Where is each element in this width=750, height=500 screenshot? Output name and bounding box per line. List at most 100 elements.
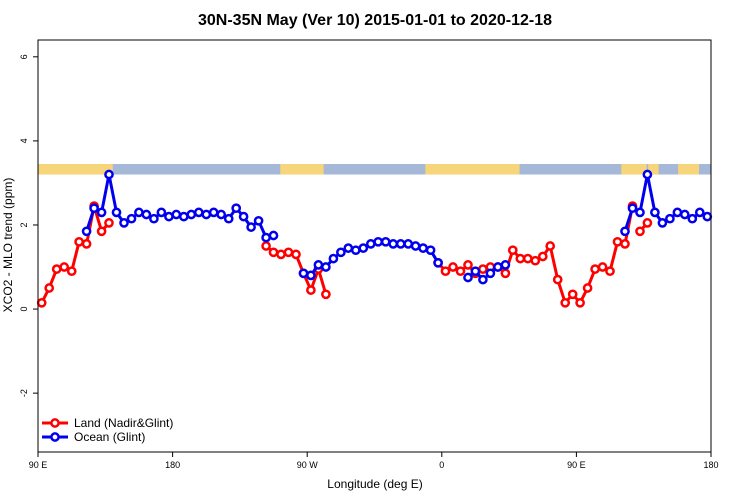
land-data-point — [612, 236, 623, 247]
ocean-data-point — [186, 209, 197, 220]
land-data-point — [448, 262, 458, 272]
ocean-data-point — [231, 203, 242, 214]
ocean-data-point — [500, 260, 511, 270]
ocean-data-point — [418, 243, 428, 253]
ocean-data-point — [268, 230, 279, 241]
ocean-data-point — [343, 243, 354, 253]
land-band-segment — [425, 164, 520, 175]
ocean-data-point — [208, 207, 219, 218]
ocean-data-point — [388, 239, 399, 249]
land-data-point — [291, 249, 301, 260]
ocean-data-point — [665, 213, 675, 224]
ocean-data-point — [470, 266, 481, 277]
ocean-data-point — [126, 213, 137, 224]
plot-frame — [37, 39, 712, 453]
ocean-data-point — [336, 247, 346, 258]
ocean-data-point — [373, 236, 384, 247]
land-data-point — [567, 289, 578, 300]
land-data-point — [597, 262, 608, 272]
ocean-data-point — [350, 245, 361, 256]
ocean-legend-label: Ocean (Glint) — [74, 430, 145, 444]
ocean-data-point — [104, 169, 114, 180]
ocean-series — [81, 169, 713, 285]
ocean-data-point — [306, 270, 316, 281]
y-tick-label: 2 — [19, 222, 29, 227]
ocean-data-point — [141, 209, 152, 220]
land-data-point — [478, 264, 488, 274]
ocean-data-point — [149, 213, 159, 224]
land-data-point — [74, 236, 84, 247]
ocean-data-point — [702, 211, 713, 222]
land-data-point — [642, 218, 653, 228]
ocean-data-point — [365, 239, 376, 249]
ocean-data-point — [478, 274, 488, 285]
x-tick-label: 90 W — [297, 460, 319, 470]
land-data-point — [321, 289, 331, 300]
land-data-point — [515, 253, 526, 264]
ocean-data-point — [694, 207, 705, 218]
land-legend-marker — [50, 418, 60, 428]
ocean-data-point — [380, 236, 391, 247]
land-data-point — [582, 283, 593, 293]
land-data-point — [59, 262, 70, 272]
land-data-point — [81, 239, 92, 249]
land-data-point — [575, 297, 585, 308]
land-data-point — [530, 255, 541, 266]
ocean-legend-marker — [50, 432, 60, 442]
y-tick-label: 0 — [19, 307, 29, 312]
y-tick-label: 6 — [19, 54, 29, 59]
land-data-point — [283, 247, 294, 258]
ocean-data-point — [672, 207, 683, 218]
land-data-point — [620, 239, 630, 249]
series-layer — [36, 169, 713, 308]
land-data-point — [104, 218, 114, 228]
land-band-segment — [648, 164, 659, 175]
ocean-data-point — [687, 213, 698, 224]
legend: Land (Nadir&Glint)Ocean (Glint) — [42, 416, 173, 444]
x-tick-label: 0 — [439, 460, 444, 470]
chart-title: 30N-35N May (Ver 10) 2015-01-01 to 2020-… — [198, 12, 552, 29]
ocean-data-point — [642, 169, 653, 180]
land-data-point — [463, 260, 473, 270]
land-data-point — [455, 266, 466, 277]
land-data-point — [522, 253, 533, 264]
land-data-point — [507, 245, 518, 256]
y-tick-label: 4 — [19, 138, 29, 143]
land-band-segment — [678, 164, 700, 175]
ocean-data-point — [253, 215, 264, 226]
ocean-data-point — [89, 203, 99, 214]
land-series-line — [40, 204, 111, 304]
ocean-data-point — [635, 207, 645, 218]
ocean-band — [38, 164, 711, 175]
ocean-data-point — [620, 226, 630, 237]
land-band-segment — [621, 164, 647, 175]
ocean-data-point — [433, 257, 443, 268]
ocean-data-point — [238, 211, 249, 222]
y-axis-label: XCO2 - MLO trend (ppm) — [1, 178, 15, 313]
ocean-data-point — [201, 209, 212, 220]
ocean-data-point — [657, 218, 668, 228]
land-data-point — [276, 249, 286, 260]
ocean-data-point — [164, 211, 174, 222]
ocean-data-point — [119, 218, 129, 228]
ocean-data-point — [134, 207, 144, 218]
land-ocean-band — [38, 164, 711, 175]
ocean-data-point — [485, 268, 496, 279]
ocean-data-point — [178, 211, 189, 222]
ocean-data-point — [111, 207, 122, 218]
land-data-point — [500, 268, 511, 279]
land-data-point — [261, 241, 271, 251]
ocean-data-point — [321, 262, 331, 272]
land-data-point — [36, 297, 47, 308]
ocean-data-point — [171, 209, 182, 220]
land-data-point — [306, 285, 316, 295]
land-data-point — [635, 226, 645, 237]
ocean-data-point — [627, 203, 638, 214]
land-data-point — [537, 251, 548, 262]
ocean-data-point — [216, 209, 227, 220]
ocean-data-point — [81, 226, 92, 237]
x-tick-label: 180 — [165, 460, 180, 470]
ocean-data-point — [298, 268, 309, 279]
ocean-data-point — [425, 245, 436, 256]
land-data-point — [552, 274, 563, 285]
